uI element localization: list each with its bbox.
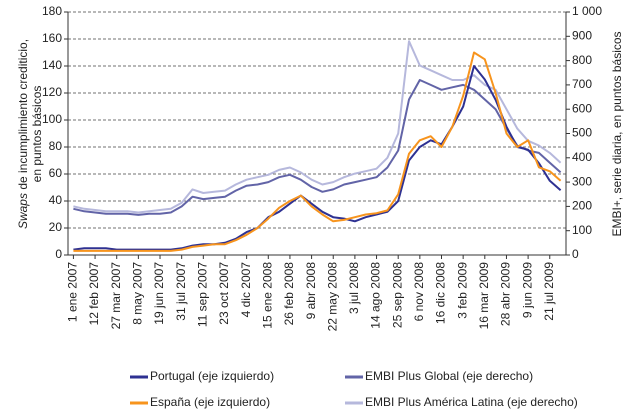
y2-tick-label: 400 bbox=[572, 150, 592, 164]
y-tick-label: 120 bbox=[42, 85, 62, 99]
y2-tick-label: 200 bbox=[572, 199, 592, 213]
x-tick-label: 4 dic 2007 bbox=[239, 262, 253, 318]
y2-tick-label: 800 bbox=[572, 53, 592, 67]
y-tick-label: 80 bbox=[49, 139, 63, 153]
legend-label: Portugal (eje izquierdo) bbox=[150, 369, 274, 383]
y-tick-label: 20 bbox=[49, 220, 63, 234]
x-tick-label: 8 may 2007 bbox=[131, 262, 145, 325]
x-tick-label: 25 sep 2008 bbox=[390, 262, 404, 328]
legend-label: EMBI Plus Global (eje derecho) bbox=[365, 369, 533, 383]
x-tick-label: 23 oct 2007 bbox=[217, 262, 231, 325]
x-tick-label: 16 mar 2009 bbox=[477, 262, 491, 330]
y-tick-label: 0 bbox=[55, 247, 62, 261]
y-label-part: de incumplimiento crediticio, bbox=[16, 39, 30, 190]
y-label-part: Swaps bbox=[16, 193, 30, 229]
y-tick-label: 60 bbox=[49, 166, 63, 180]
x-tick-label: 11 sep 2007 bbox=[195, 262, 209, 327]
x-tick-label: 31 jul 2007 bbox=[174, 262, 188, 321]
y-tick-label: 180 bbox=[42, 4, 62, 18]
x-tick-label: 14 ago 2008 bbox=[369, 262, 383, 329]
y2-tick-label: 0 bbox=[572, 247, 579, 261]
series-line bbox=[73, 40, 562, 214]
x-tick-label: 3 jul 2008 bbox=[347, 262, 361, 314]
x-tick-label: 9 abr 2008 bbox=[304, 262, 318, 320]
y2-tick-label: 300 bbox=[572, 174, 592, 188]
x-tick-label: 12 feb 2007 bbox=[87, 262, 101, 326]
x-tick-label: 26 feb 2008 bbox=[282, 262, 296, 326]
legend-label: EMBI Plus América Latina (eje derecho) bbox=[365, 395, 578, 409]
y-axis-label: en puntos básicos bbox=[30, 86, 44, 183]
x-tick-label: 15 ene 2008 bbox=[260, 262, 274, 329]
legend-label: España (eje izquierdo) bbox=[150, 395, 270, 409]
x-tick-label: 6 nov 2008 bbox=[412, 262, 426, 322]
x-tick-label: 22 may 2008 bbox=[325, 262, 339, 332]
x-tick-label: 19 jun 2007 bbox=[152, 262, 166, 325]
x-tick-label: 16 dic 2008 bbox=[434, 262, 448, 324]
y2-axis-label: EMBI+, serie diaria, en puntos básicos bbox=[610, 31, 624, 236]
y2-tick-label: 100 bbox=[572, 223, 592, 237]
x-tick-label: 27 mar 2007 bbox=[109, 262, 123, 330]
y-tick-label: 140 bbox=[42, 58, 62, 72]
y2-tick-label: 600 bbox=[572, 101, 592, 115]
y-axis-label: Swaps de incumplimiento crediticio, bbox=[16, 39, 30, 229]
y2-tick-label: 900 bbox=[572, 28, 592, 42]
x-tick-label: 3 feb 2009 bbox=[455, 262, 469, 319]
y2-tick-label: 1 000 bbox=[572, 4, 602, 18]
y-tick-label: 100 bbox=[42, 112, 62, 126]
series-line bbox=[73, 51, 562, 252]
y2-tick-label: 700 bbox=[572, 77, 592, 91]
series-line bbox=[73, 65, 562, 251]
y-tick-label: 160 bbox=[42, 31, 62, 45]
x-tick-label: 1 ene 2007 bbox=[66, 262, 80, 322]
x-tick-label: 21 jul 2009 bbox=[542, 262, 556, 321]
x-tick-label: 9 jun 2009 bbox=[520, 262, 534, 318]
y-tick-label: 40 bbox=[49, 193, 63, 207]
x-tick-label: 28 abr 2009 bbox=[499, 262, 513, 326]
series-line bbox=[73, 79, 562, 216]
y2-tick-label: 500 bbox=[572, 126, 592, 140]
